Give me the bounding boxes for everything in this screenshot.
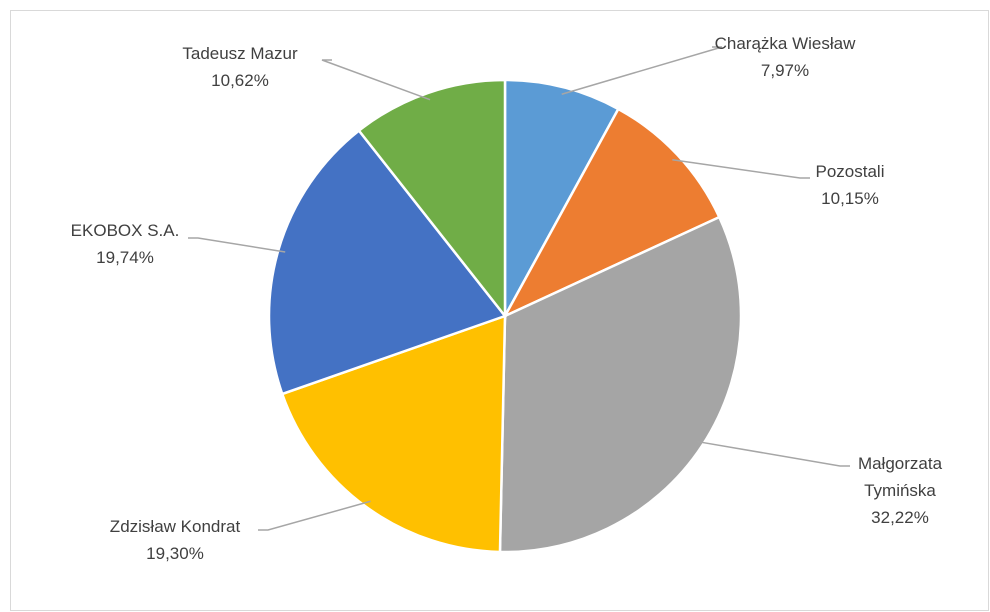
leader-line <box>188 237 286 253</box>
value-label: 10,62% <box>211 71 269 90</box>
pie-slice <box>502 107 721 319</box>
leader-line <box>321 59 431 101</box>
pie-slice <box>357 78 507 320</box>
data-label: Charążka Wiesław 7,97% <box>715 30 856 84</box>
category-label: Pozostali <box>815 162 885 181</box>
pie-slice <box>503 78 621 317</box>
value-label: 19,30% <box>146 544 204 563</box>
value-label: 10,15% <box>821 189 879 208</box>
data-label: EKOBOX S.A. 19,74% <box>71 217 180 271</box>
leader-line <box>561 46 723 95</box>
value-label: 19,74% <box>96 248 154 267</box>
leader-line <box>672 159 810 179</box>
leader-line <box>696 440 850 467</box>
category-label: EKOBOX S.A. <box>70 221 180 240</box>
data-label: Małgorzata Tymińska 32,22% <box>845 450 955 531</box>
category-label: Charążka Wiesław <box>714 34 856 53</box>
data-label: Pozostali 10,15% <box>816 158 885 212</box>
category-label: Małgorzata Tymińska <box>857 454 943 500</box>
category-label: Tadeusz Mazur <box>182 44 298 63</box>
value-label: 32,22% <box>871 508 929 527</box>
value-label: 7,97% <box>760 61 810 80</box>
pie-slice <box>498 215 743 554</box>
category-label: Zdzisław Kondrat <box>109 517 241 536</box>
leader-line <box>258 500 371 531</box>
data-label: Tadeusz Mazur 10,62% <box>182 40 297 94</box>
data-label: Zdzisław Kondrat 19,30% <box>110 513 240 567</box>
pie-slice <box>267 128 508 396</box>
